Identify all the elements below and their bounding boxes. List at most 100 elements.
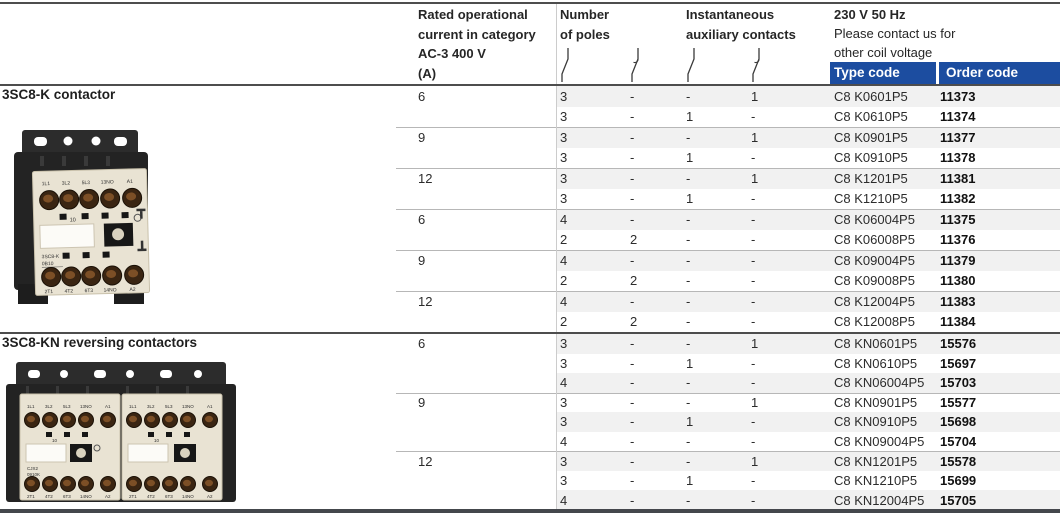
cell-current: [418, 354, 548, 374]
table-row: 6 3 - - 1 C8 K0601P5 11373: [0, 86, 1060, 107]
cell-type-code: C8 KN0901P5: [834, 394, 918, 410]
cell-aux-no: -: [686, 394, 691, 410]
table-row: 2 2 - - C8 K12008P5 11384: [0, 312, 1060, 333]
terminal-label: 5L3: [82, 180, 91, 186]
table-row: 12 3 - - 1 C8 KN1201P5 15578: [0, 451, 1060, 471]
row-alt-shade: [556, 127, 1060, 148]
cell-poles-nc: -: [630, 414, 635, 430]
header-coil-voltage: 230 V 50 Hz Please contact us for other …: [834, 5, 955, 62]
cell-aux-no: -: [686, 232, 691, 248]
terminal-label: 14NO: [182, 494, 194, 499]
table-row: 4 - - - C8 KN09004P5 15704: [0, 432, 1060, 452]
cell-type-code: C8 K0910P5: [834, 150, 908, 166]
header-line: Instantaneous: [686, 7, 775, 22]
table-row: 6 3 - - 1 C8 KN0601P5 15576: [0, 334, 1060, 354]
terminal-label: 1L1: [27, 404, 35, 409]
cell-poles-no: 3: [560, 473, 568, 489]
cell-poles-no: 2: [560, 232, 568, 248]
cell-current: [418, 432, 548, 452]
cell-aux-no: -: [686, 375, 691, 391]
cell-aux-nc: -: [751, 473, 756, 489]
cell-poles-nc: -: [630, 394, 635, 410]
type-code-header: Type code: [830, 62, 936, 84]
group-divider: [396, 392, 1060, 394]
rule-header-bottom: [0, 84, 1060, 86]
cell-aux-no: -: [686, 314, 691, 330]
cell-type-code: C8 K09004P5: [834, 252, 915, 268]
cell-poles-no: 4: [560, 211, 568, 227]
product-title-3sc8-k: 3SC8-K contactor: [2, 87, 116, 102]
header-line: of poles: [560, 26, 610, 42]
cell-poles-nc: -: [630, 375, 635, 391]
cell-current: 6: [418, 88, 426, 104]
row-alt-shade: [556, 490, 1060, 510]
cell-type-code: C8 K0610P5: [834, 109, 908, 125]
cell-aux-nc: 1: [751, 129, 759, 145]
cell-poles-no: 2: [560, 273, 568, 289]
terminal-label: 2T1: [27, 494, 35, 499]
cell-poles-nc: -: [630, 434, 635, 449]
rating-mark: 10: [154, 438, 160, 443]
terminal-label: 4T2: [147, 494, 155, 499]
cell-aux-no: 1: [686, 150, 694, 166]
product-image-3sc8-k-contactor: 1L1 3L2 5L3 13NO A1 10 3SC8-K: [14, 130, 151, 304]
rule-bottom: [0, 509, 1060, 513]
no-contact-icon: [558, 46, 574, 89]
cell-type-code: C8 KN09004P5: [834, 434, 925, 449]
cell-type-code: C8 KN0601P5: [834, 336, 918, 352]
cell-aux-no: 1: [686, 109, 694, 125]
cell-poles-no: 3: [560, 191, 568, 207]
cell-type-code: C8 K0601P5: [834, 88, 908, 104]
cell-aux-nc: -: [751, 232, 756, 248]
cell-poles-nc: 2: [630, 232, 638, 248]
product-image-3sc8-kn-reversing-contactors: 1L1 3L2 5L3 13NO A1 10 CJX2 0910K: [6, 362, 236, 502]
terminal-label: 3L2: [45, 404, 53, 409]
cell-order-code: 15704: [940, 434, 977, 449]
unit-label: 0910K: [27, 472, 40, 477]
rule-section-divider: [0, 332, 1060, 334]
table-section-3sc8-k: 6 3 - - 1 C8 K0601P5 11373 3 - 1 - C8 K0610P5 11374 9…: [0, 86, 1060, 332]
header-line: AC-3 400 V: [418, 46, 486, 61]
group-divider: [396, 291, 1060, 292]
terminal-label: 5L3: [63, 404, 71, 409]
cell-aux-nc: -: [751, 355, 756, 371]
table-row: 9 4 - - - C8 K09004P5 11379: [0, 250, 1060, 271]
cell-current: 9: [418, 252, 426, 268]
cell-aux-nc: 1: [751, 453, 759, 469]
cell-poles-no: 3: [560, 453, 568, 469]
terminal-label: A1: [207, 404, 213, 409]
terminal-label: 3L2: [62, 181, 71, 187]
group-divider: [396, 451, 1060, 453]
cell-current: [418, 312, 548, 333]
cell-poles-no: 3: [560, 355, 568, 371]
column-divider: [556, 4, 557, 509]
table-row: 2 2 - - C8 K06008P5 11376: [0, 230, 1060, 251]
cell-type-code: C8 K06008P5: [834, 232, 915, 248]
cell-aux-nc: -: [751, 191, 756, 207]
row-alt-shade: [556, 412, 1060, 432]
table-row: 4 - - - C8 KN12004P5 15705: [0, 490, 1060, 510]
header-aux-contacts: Instantaneous auxiliary contacts: [686, 5, 796, 44]
row-alt-shade: [556, 291, 1060, 312]
cell-aux-nc: 1: [751, 336, 759, 352]
header-rated-current: Rated operational current in category AC…: [418, 5, 536, 83]
cell-type-code: C8 K12004P5: [834, 293, 915, 309]
cell-poles-no: 3: [560, 394, 568, 410]
cell-current: 9: [418, 129, 426, 145]
cell-aux-no: -: [686, 211, 691, 227]
cell-current: [418, 471, 548, 491]
cell-aux-nc: -: [751, 252, 756, 268]
terminal-label: A2: [105, 494, 111, 499]
table-row: 3 - 1 - C8 KN0610P5 15697: [0, 354, 1060, 374]
cell-poles-no: 2: [560, 314, 568, 330]
cell-aux-no: -: [686, 492, 691, 508]
cell-poles-no: 3: [560, 336, 568, 352]
terminal-label: A2: [207, 494, 213, 499]
cell-aux-nc: 1: [751, 394, 759, 410]
row-alt-shade: [556, 250, 1060, 271]
cell-aux-no: 1: [686, 414, 694, 430]
row-alt-shade: [556, 373, 1060, 393]
row-alt-shade: [556, 168, 1060, 189]
table-row: 12 3 - - 1 C8 K1201P5 11381: [0, 168, 1060, 189]
cell-order-code: 15699: [940, 473, 977, 489]
